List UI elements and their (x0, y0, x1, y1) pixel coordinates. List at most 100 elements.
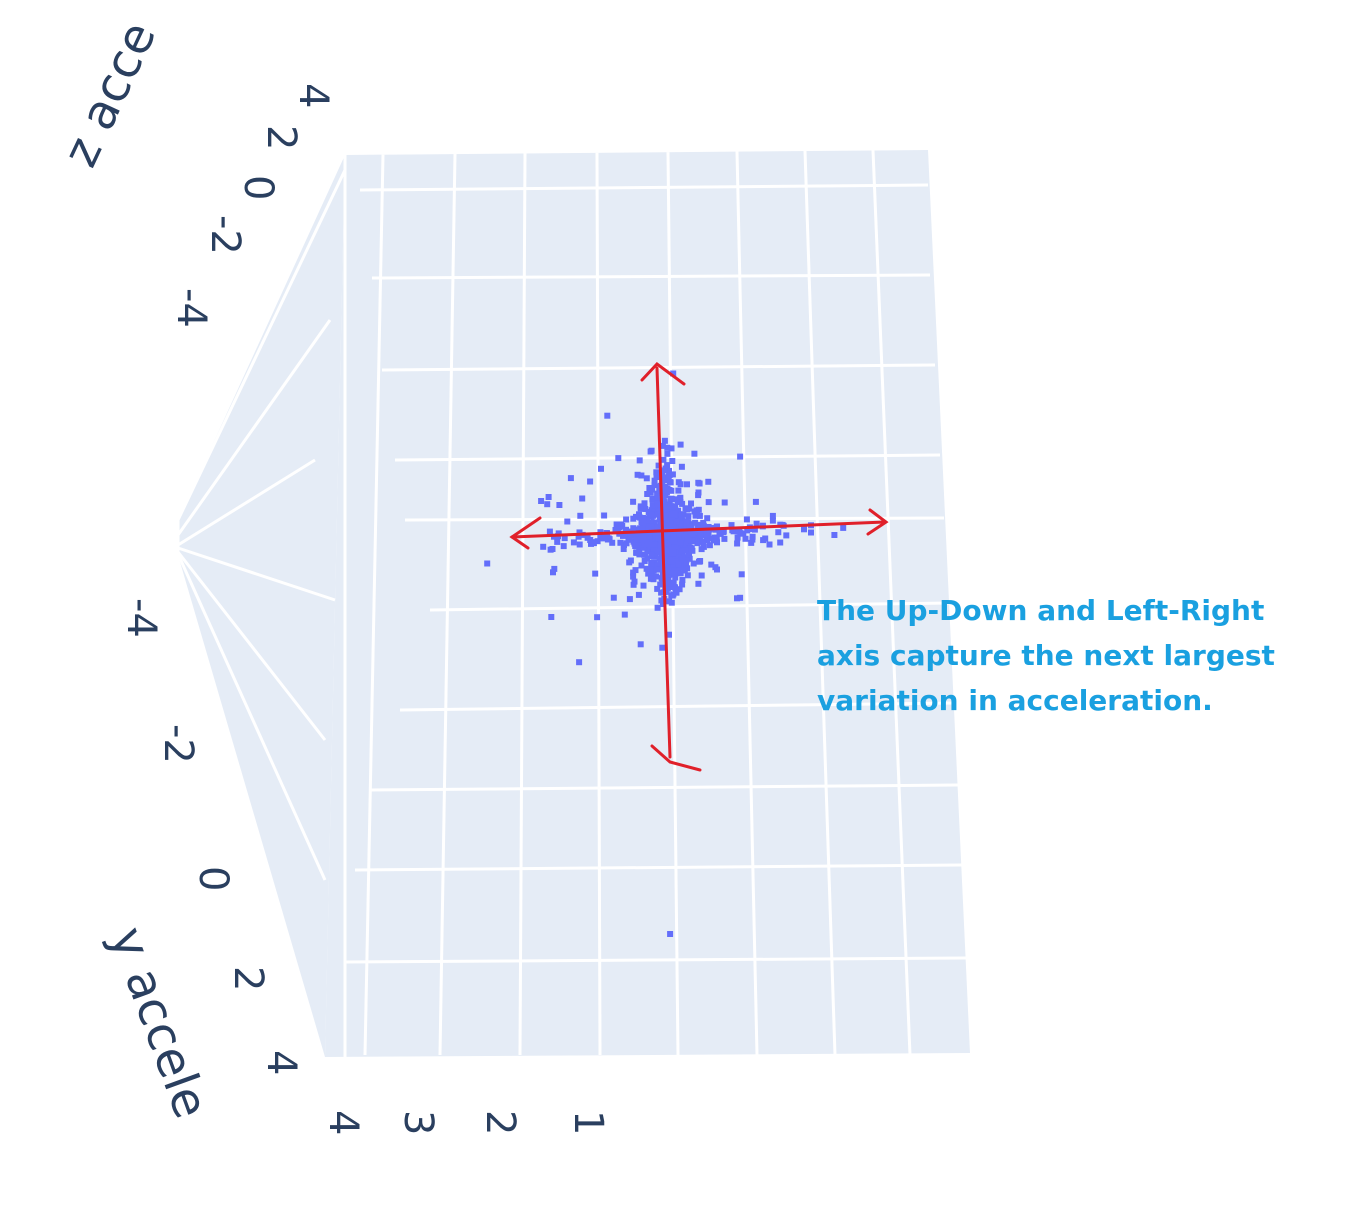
data-point (664, 450, 671, 457)
grid-line-horizontal (371, 273, 931, 280)
data-point (637, 505, 644, 512)
data-point (705, 478, 712, 485)
data-point (604, 536, 611, 543)
x-tick-label: 4 (320, 1110, 366, 1135)
x-axis: 4 3 2 1 (320, 1110, 611, 1135)
data-point (587, 478, 594, 485)
data-point (678, 511, 685, 518)
data-point (560, 543, 567, 550)
data-point (630, 525, 637, 532)
data-point (609, 539, 616, 546)
y-tick-label: -2 (155, 724, 201, 764)
data-point (734, 540, 741, 547)
data-point (668, 520, 675, 527)
data-point (742, 535, 749, 542)
data-point (644, 517, 651, 524)
data-point (679, 577, 686, 583)
horizontal-arrow-line (510, 520, 887, 539)
data-point (653, 474, 660, 480)
data-point (705, 499, 712, 506)
data-point (686, 523, 693, 530)
data-point (682, 543, 689, 550)
x-tick-label: 1 (565, 1110, 611, 1135)
data-point (677, 441, 684, 448)
data-point (617, 539, 624, 546)
data-point (677, 481, 684, 488)
data-point (643, 475, 650, 482)
data-point (648, 511, 655, 518)
data-point (662, 512, 669, 519)
z-tick-label: 2 (258, 125, 304, 150)
data-point (633, 549, 640, 556)
data-point (635, 536, 642, 543)
data-point (666, 517, 673, 524)
data-point (684, 481, 690, 488)
arrowhead-up (640, 361, 686, 386)
data-point (538, 498, 545, 504)
data-point (692, 529, 699, 536)
data-point (696, 558, 702, 565)
data-point (554, 538, 561, 545)
data-point (610, 594, 617, 601)
data-point (588, 540, 594, 547)
x-tick-label: 3 (395, 1110, 441, 1135)
data-point (653, 562, 660, 569)
data-point (659, 442, 666, 449)
data-point (662, 485, 669, 492)
data-point (668, 503, 674, 510)
data-point (639, 519, 646, 526)
data-point (644, 547, 651, 554)
data-point (626, 596, 633, 603)
data-point (709, 535, 716, 542)
data-point (749, 526, 755, 532)
grid-line-vertical (518, 153, 527, 1056)
data-point (668, 592, 675, 599)
data-point (654, 547, 661, 554)
data-point-outlier (831, 532, 838, 538)
data-point (713, 534, 720, 541)
data-point (737, 594, 744, 601)
data-point (689, 537, 696, 544)
data-point (708, 561, 715, 568)
data-point (623, 526, 629, 533)
annotation-line: The Up-Down and Left-Right (817, 594, 1265, 627)
data-point (621, 611, 628, 618)
data-point (601, 512, 608, 519)
data-point (697, 530, 704, 536)
data-point (661, 437, 668, 444)
data-point (670, 565, 677, 572)
data-point (668, 487, 675, 494)
data-point (769, 517, 776, 524)
data-point (721, 499, 728, 506)
data-point (706, 542, 713, 549)
data-point (630, 573, 637, 580)
data-point (721, 535, 728, 542)
data-point (737, 530, 744, 537)
grid-line-vertical (438, 153, 457, 1056)
data-point (672, 574, 679, 581)
data-point (667, 558, 674, 565)
vertical-arrow-line (655, 366, 672, 759)
data-point (638, 472, 645, 479)
data-point (640, 515, 647, 521)
data-point (686, 555, 693, 562)
data-point (654, 524, 661, 531)
data-point (643, 565, 650, 572)
data-point (671, 510, 678, 517)
z-axis-title: z acce (52, 13, 167, 175)
data-point (671, 538, 677, 545)
data-point (654, 585, 661, 592)
data-point (667, 479, 673, 486)
data-point (621, 532, 628, 539)
y-tick-label: 4 (258, 1050, 304, 1075)
data-point (665, 564, 672, 571)
data-point (631, 540, 638, 547)
data-point (664, 462, 671, 469)
data-point (753, 520, 760, 527)
data-point (604, 412, 611, 419)
data-point (665, 521, 672, 528)
data-point (613, 521, 620, 528)
data-point (692, 519, 699, 526)
data-point (626, 533, 633, 540)
z-tick-label: 0 (235, 175, 281, 200)
